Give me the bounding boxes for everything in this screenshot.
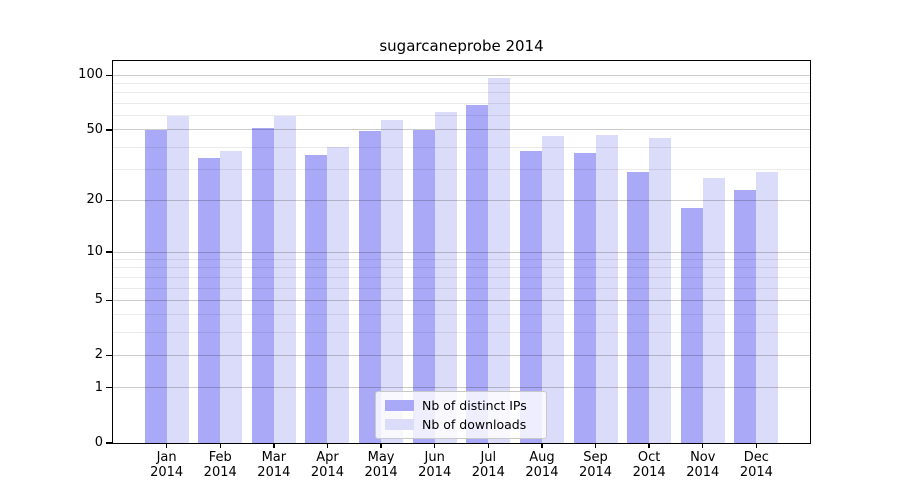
y-tick-label: 10	[86, 244, 103, 259]
legend-swatch-downloads	[385, 419, 414, 430]
gridline-minor	[113, 83, 810, 85]
gridline-minor	[113, 168, 810, 170]
bar-nb-of-distinct-ips-mar-2014	[251, 128, 274, 443]
gridline-minor	[113, 92, 810, 94]
bar-nb-of-distinct-ips-sep-2014	[573, 153, 596, 443]
y-tick	[105, 199, 113, 202]
gridline-minor	[113, 276, 810, 278]
bar-nb-of-downloads-aug-2014	[541, 136, 564, 443]
x-tick-label: Feb 2014	[203, 450, 237, 480]
bar-nb-of-distinct-ips-jul-2014	[466, 104, 489, 443]
bars-layer	[113, 61, 810, 443]
bar-nb-of-downloads-mar-2014	[273, 115, 296, 443]
x-tick	[326, 443, 329, 448]
bar-nb-of-distinct-ips-jun-2014	[412, 129, 435, 443]
gridline-major	[113, 129, 810, 131]
y-tick-label: 20	[86, 192, 103, 208]
bar-nb-of-distinct-ips-aug-2014	[519, 151, 542, 443]
spine-top	[113, 59, 810, 61]
gridline-minor	[113, 102, 810, 104]
bar-nb-of-distinct-ips-feb-2014	[198, 157, 221, 443]
y-tick-label: 2	[94, 347, 103, 363]
bar-nb-of-distinct-ips-may-2014	[359, 131, 382, 443]
gridline-minor	[113, 259, 810, 261]
bar-nb-of-distinct-ips-dec-2014	[734, 189, 757, 443]
bar-nb-of-downloads-sep-2014	[595, 134, 618, 443]
x-tick	[702, 443, 704, 448]
x-tick-label: Mar 2014	[257, 450, 291, 480]
y-tick	[105, 442, 113, 444]
gridline-major	[113, 251, 810, 253]
y-tick	[105, 74, 113, 77]
legend-label-distinct-ips: Nb of distinct IPs	[422, 398, 527, 413]
x-tick-label: Dec 2014	[739, 450, 773, 480]
x-tick-label: Jan 2014	[150, 450, 184, 480]
y-tick-label: 5	[94, 292, 103, 308]
x-tick-label: Sep 2014	[578, 450, 613, 480]
legend-label-downloads: Nb of downloads	[422, 417, 527, 432]
x-tick	[755, 443, 758, 448]
gridline-major	[113, 74, 810, 76]
bar-nb-of-downloads-jan-2014	[166, 115, 189, 443]
plot-area: Nb of distinct IPs Nb of downloads	[113, 61, 810, 443]
y-tick-label: 0	[94, 435, 103, 450]
x-tick	[273, 443, 275, 448]
gridline-minor	[113, 115, 810, 117]
bar-nb-of-downloads-jun-2014	[434, 111, 457, 443]
x-tick	[648, 443, 650, 448]
bar-nb-of-downloads-apr-2014	[327, 147, 350, 443]
spine-bottom	[113, 443, 810, 445]
gridline-minor	[113, 332, 810, 334]
x-tick-label: May 2014	[364, 450, 398, 480]
legend: Nb of distinct IPs Nb of downloads	[375, 391, 547, 439]
gridline-minor	[113, 267, 810, 269]
gridline-minor	[113, 314, 810, 316]
x-tick	[165, 443, 168, 448]
gridline-minor	[113, 287, 810, 289]
bar-nb-of-downloads-nov-2014	[702, 177, 725, 443]
x-tick	[594, 443, 597, 448]
x-tick	[380, 443, 382, 448]
x-tick-label: Apr 2014	[310, 450, 344, 480]
chart-title: sugarcaneprobe 2014	[379, 37, 544, 55]
legend-item-downloads: Nb of downloads	[385, 417, 537, 432]
y-tick-label: 50	[86, 121, 103, 137]
y-tick	[105, 129, 113, 131]
gridline-minor	[113, 146, 810, 148]
gridline-major	[113, 199, 810, 201]
y-tick-label: 100	[78, 67, 103, 83]
x-tick-label: Aug 2014	[525, 450, 559, 480]
y-tick	[105, 251, 113, 253]
bar-nb-of-downloads-dec-2014	[756, 172, 779, 443]
y-tick	[105, 299, 113, 301]
legend-swatch-distinct-ips	[385, 400, 414, 411]
gridline-major	[113, 354, 810, 356]
spine-left	[111, 59, 113, 445]
x-tick-label: Jun 2014	[418, 450, 452, 480]
x-tick-label: Nov 2014	[686, 450, 720, 480]
bar-nb-of-distinct-ips-jan-2014	[144, 129, 167, 443]
grid-layer	[113, 61, 810, 443]
bar-nb-of-downloads-may-2014	[381, 119, 404, 443]
spine-right	[810, 59, 812, 445]
x-tick	[487, 443, 489, 448]
x-tick-label: Oct 2014	[632, 450, 666, 480]
legend-item-distinct-ips: Nb of distinct IPs	[385, 398, 537, 413]
bar-nb-of-distinct-ips-apr-2014	[305, 155, 328, 443]
y-tick	[105, 354, 113, 357]
bar-nb-of-downloads-jul-2014	[488, 77, 511, 443]
bar-nb-of-distinct-ips-oct-2014	[627, 172, 650, 443]
x-tick	[433, 443, 436, 448]
x-tick	[219, 443, 221, 448]
x-tick-label: Jul 2014	[471, 450, 505, 480]
gridline-major	[113, 387, 810, 389]
gridline-major	[113, 299, 810, 301]
bar-nb-of-downloads-feb-2014	[220, 151, 243, 443]
bar-nb-of-distinct-ips-nov-2014	[680, 208, 703, 443]
bar-nb-of-downloads-oct-2014	[649, 138, 672, 443]
y-tick	[105, 387, 113, 389]
x-tick	[541, 443, 543, 448]
y-tick-label: 1	[94, 379, 103, 395]
